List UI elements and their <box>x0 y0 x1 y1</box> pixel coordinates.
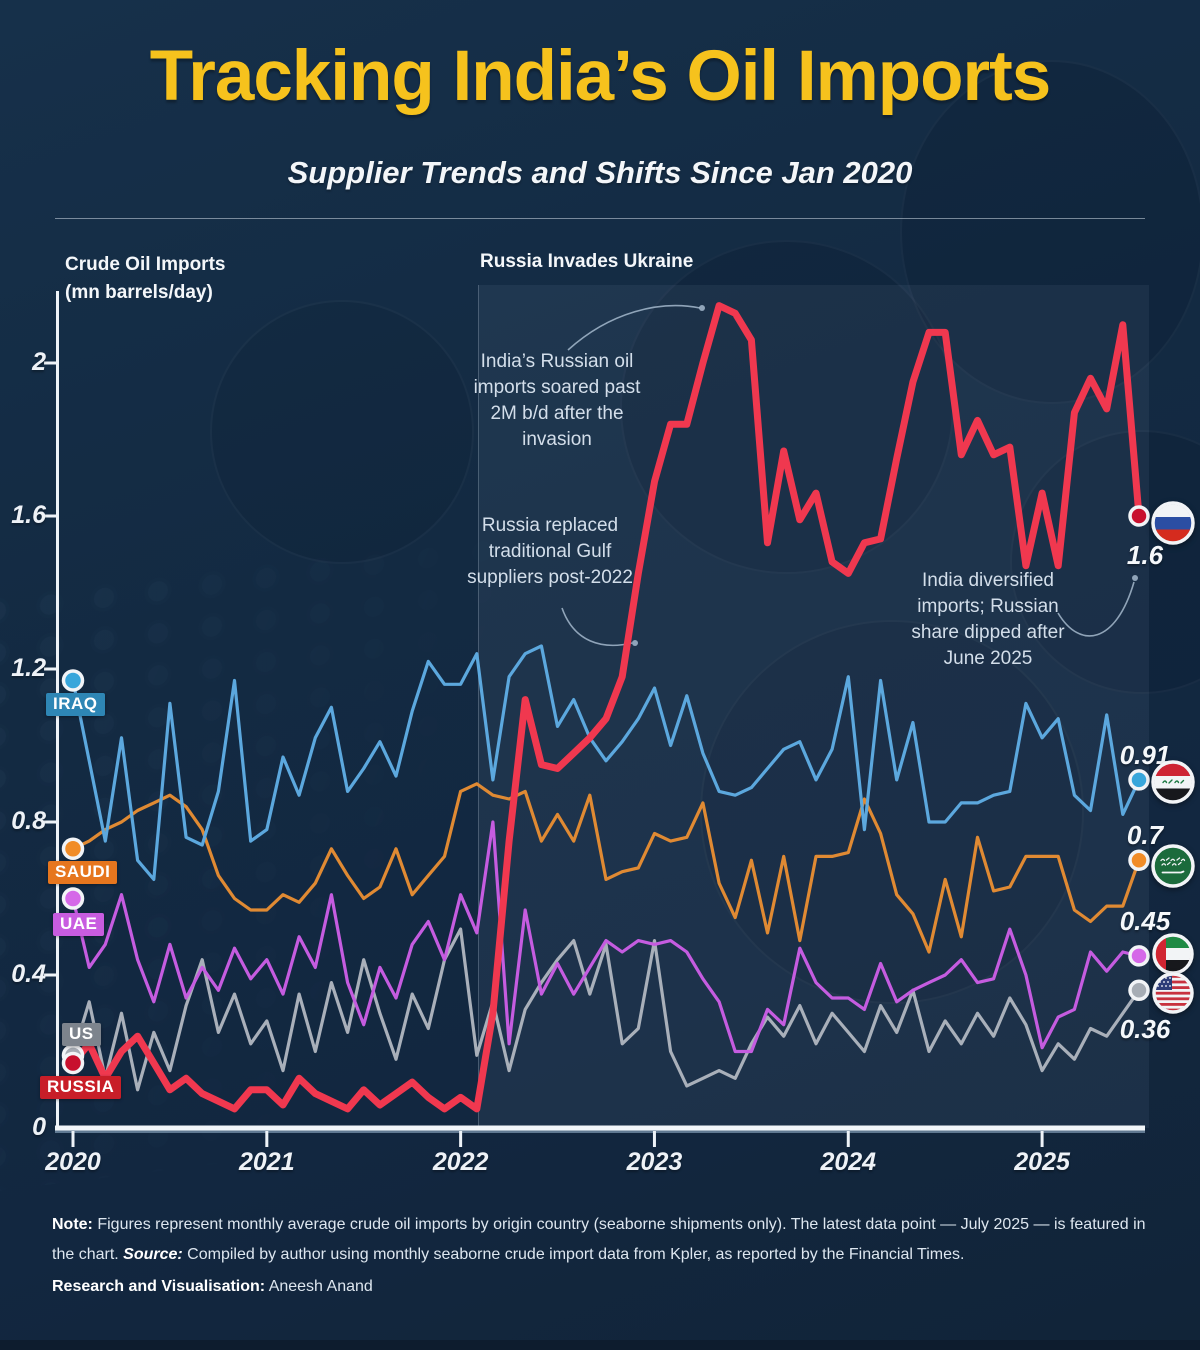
legend-badge-uae: UAE <box>53 913 105 936</box>
legend-badge-us: US <box>62 1023 101 1046</box>
y-tick-label-1.6: 1.6 <box>11 501 46 529</box>
x-tick-label-2022: 2022 <box>432 1148 489 1176</box>
x-tick-label-2021: 2021 <box>239 1148 295 1176</box>
footer-segment: Source: <box>123 1246 183 1263</box>
footer-segment: Aneesh Anand <box>265 1278 373 1295</box>
russia-flag-icon <box>1151 501 1195 545</box>
x-tick-label-2024: 2024 <box>820 1148 877 1176</box>
us-flag-icon <box>1152 972 1194 1014</box>
start-dot-iraq <box>61 669 85 692</box>
y-tick-label-0.4: 0.4 <box>11 960 46 988</box>
page-title: Tracking India’s Oil Imports <box>149 37 1051 116</box>
annotation-gulf-suppliers: Russia replaced traditional Gulf supplie… <box>467 515 633 588</box>
header-divider <box>55 218 1145 219</box>
footer-segment: Note: <box>52 1216 93 1233</box>
credit-text: Research and Visualisation: Aneesh Anand <box>52 1272 1160 1302</box>
y-tick-label-0: 0 <box>32 1113 46 1141</box>
legend-badge-saudi: SAUDI <box>48 861 118 884</box>
page-subtitle: Supplier Trends and Shifts Since Jan 202… <box>287 155 913 190</box>
footer-note: Note: Figures represent monthly average … <box>52 1210 1160 1302</box>
uae-flag-icon <box>1152 933 1194 975</box>
y-tick-label-2: 2 <box>32 348 46 376</box>
legend-badge-iraq: IRAQ <box>46 693 105 716</box>
iraq-flag-icon <box>1151 760 1195 804</box>
barrel-circle-decoration <box>210 300 474 564</box>
event-label-russia-invades-ukraine: Russia Invades Ukraine <box>480 251 694 272</box>
end-value-russia: 1.6 <box>1126 540 1164 570</box>
x-tick-label-2020: 2020 <box>45 1148 101 1176</box>
y-tick-label-0.8: 0.8 <box>11 807 46 835</box>
x-tick-label-2025: 2025 <box>1014 1148 1070 1176</box>
footer-segment: Figures represent monthly average crude … <box>52 1216 1146 1263</box>
start-dot-uae <box>61 887 85 910</box>
footer-segment: Compiled by author using monthly seaborn… <box>182 1246 965 1263</box>
start-dot-russia <box>61 1051 85 1075</box>
annotation-invasion: India’s Russian oil imports soared past … <box>473 351 641 450</box>
start-dot-us <box>61 1044 85 1067</box>
y-tick-label-1.2: 1.2 <box>11 654 46 682</box>
y-axis-title: Crude Oil Imports (mn barrels/day) <box>65 254 226 303</box>
footer-segment: Research and Visualisation: <box>52 1278 266 1295</box>
bottom-edge-strip <box>0 1340 1200 1350</box>
note-text: Note: Figures represent monthly average … <box>52 1210 1160 1270</box>
annotation-diversified: India diversified imports; Russian share… <box>911 570 1065 669</box>
x-tick-label-2023: 2023 <box>626 1148 683 1176</box>
saudi-flag-icon <box>1151 844 1195 888</box>
end-value-us: 0.36 <box>1119 1014 1171 1045</box>
start-dot-saudi <box>61 837 85 861</box>
legend-badge-russia: RUSSIA <box>40 1076 122 1099</box>
end-value-saudi: 0.7 <box>1126 820 1164 851</box>
end-value-uae: 0.45 <box>1119 905 1171 936</box>
